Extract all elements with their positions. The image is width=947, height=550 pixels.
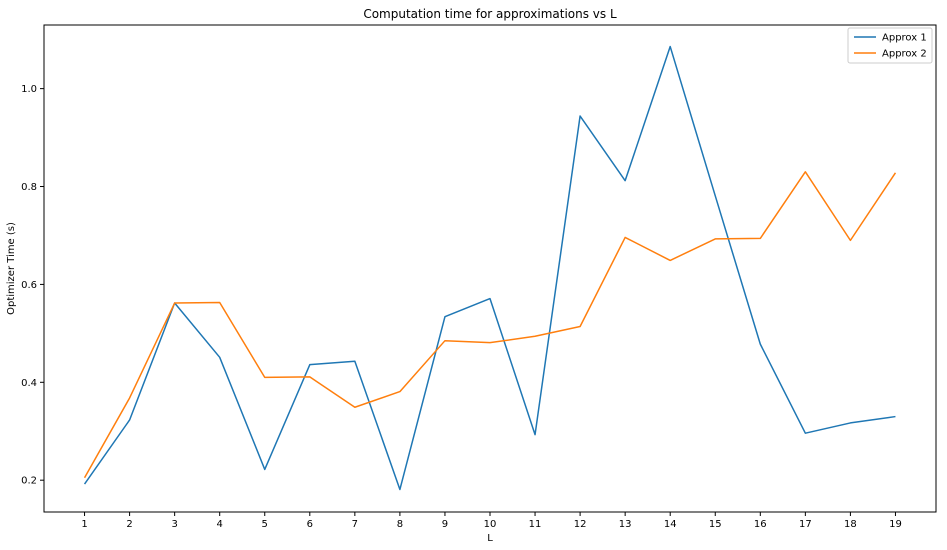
- series-line-approx-1: [83, 45, 896, 491]
- x-tick-label: 7: [352, 519, 358, 530]
- legend: Approx 1 Approx 2: [847, 27, 933, 64]
- y-tick-label: 0.4: [21, 378, 37, 389]
- y-tick-label: 0.2: [21, 476, 37, 487]
- x-tick-label: 5: [262, 519, 268, 530]
- x-tick-label: 2: [126, 519, 132, 530]
- legend-label-approx-2: Approx 2: [882, 49, 927, 60]
- y-tick-label: 1.0: [21, 84, 37, 95]
- x-tick-label: 10: [484, 519, 497, 530]
- chart-title: Computation time for approximations vs L: [363, 7, 617, 21]
- x-tick-label: 9: [442, 519, 448, 530]
- legend-label-approx-1: Approx 1: [882, 33, 927, 44]
- x-tick-label: 18: [844, 519, 857, 530]
- x-tick-label: 1: [81, 519, 87, 530]
- series-lines: [83, 45, 897, 491]
- x-tick-label: 3: [171, 519, 177, 530]
- x-tick-label: 15: [709, 519, 722, 530]
- x-tick-label: 11: [529, 519, 542, 530]
- y-axis-ticks: 0.2 0.4 0.6 0.8 1.0: [21, 84, 44, 487]
- plot-area: [43, 24, 937, 513]
- x-tick-label: 6: [307, 519, 313, 530]
- y-tick-label: 0.6: [21, 280, 37, 291]
- x-tick-label: 12: [574, 519, 587, 530]
- y-axis-title: Optimizer Time (s): [6, 222, 17, 315]
- x-axis-ticks: 1 2 3 4 5 6 7 8 9 10 11 12 13 14 15 16 17 18 19: [81, 512, 902, 530]
- x-tick-label: 16: [754, 519, 767, 530]
- x-axis-title: L: [487, 533, 493, 544]
- x-tick-label: 19: [889, 519, 902, 530]
- x-tick-label: 14: [664, 519, 677, 530]
- x-tick-label: 17: [799, 519, 812, 530]
- x-tick-label: 8: [397, 519, 403, 530]
- series-line-approx-2: [83, 171, 897, 479]
- y-tick-label: 0.8: [21, 182, 37, 193]
- x-tick-label: 13: [619, 519, 632, 530]
- x-tick-label: 4: [217, 519, 223, 530]
